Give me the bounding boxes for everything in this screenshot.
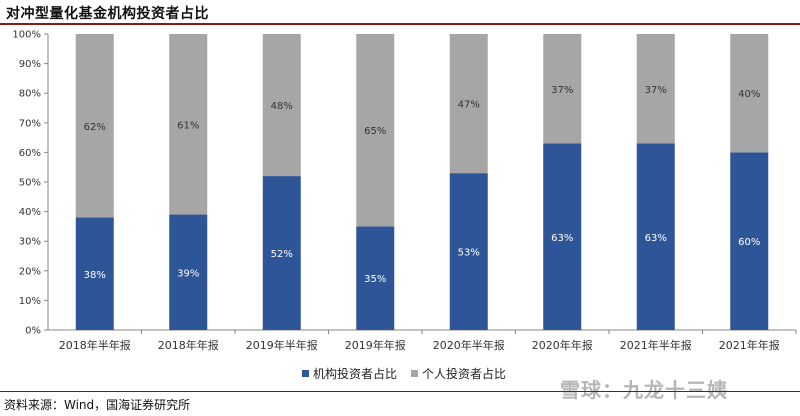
x-category-label: 2018年年报: [158, 338, 219, 352]
data-label: 35%: [364, 274, 386, 285]
bar-segment: [169, 34, 208, 215]
legend-label: 个人投资者占比: [422, 366, 506, 381]
bar-segment: [356, 226, 395, 330]
watermark-text: 雪球：九龙十三姨: [560, 378, 728, 402]
x-category-label: 2021年年报: [719, 338, 780, 352]
data-label: 48%: [271, 101, 293, 112]
data-label: 37%: [551, 85, 573, 96]
data-label: 61%: [177, 120, 199, 131]
x-category-label: 2021年半年报: [620, 338, 692, 352]
bar-segment: [449, 34, 488, 174]
footer-divider: [0, 391, 800, 392]
chart-title: 对冲型量化基金机构投资者占比: [6, 6, 209, 22]
bar-segment: [169, 214, 208, 330]
x-category-label: 2020年年报: [532, 338, 593, 352]
x-category-label: 2018年半年报: [59, 338, 131, 352]
y-tick-label: 20%: [19, 266, 41, 277]
data-label: 63%: [645, 233, 667, 244]
x-category-label: 2019年年报: [345, 338, 406, 352]
bar-segment: [636, 34, 675, 144]
data-label: 65%: [364, 126, 386, 137]
data-label: 39%: [177, 268, 199, 279]
x-category-label: 2020年半年报: [433, 338, 505, 352]
bar-segment: [543, 34, 582, 144]
y-tick-label: 40%: [19, 207, 41, 218]
data-label: 63%: [551, 233, 573, 244]
legend-label: 机构投资者占比: [313, 366, 397, 381]
bar-segment: [636, 143, 675, 330]
data-label: 53%: [458, 248, 480, 259]
source-note: 资料来源：Wind，国海证券研究所: [4, 398, 191, 412]
y-tick-label: 80%: [19, 89, 41, 100]
legend-swatch: [411, 370, 418, 377]
stacked-bar-chart: 0% 10% 20% 30% 40% 50% 60% 70% 80% 90% 100% 38% 62% 2…: [12, 30, 797, 381]
y-tick-label: 10%: [19, 296, 41, 307]
data-label: 62%: [84, 122, 106, 133]
bar-segment: [730, 34, 769, 153]
data-label: 37%: [645, 85, 667, 96]
legend-swatch: [302, 370, 309, 377]
bar-segment: [75, 217, 114, 330]
y-tick-label: 90%: [19, 59, 41, 70]
y-tick-label: 0%: [25, 326, 41, 337]
data-label: 40%: [738, 89, 760, 100]
bar-segment: [356, 34, 395, 227]
data-label: 60%: [738, 237, 760, 248]
data-label: 47%: [458, 100, 480, 111]
bar-segment: [449, 173, 488, 330]
y-tick-label: 60%: [19, 148, 41, 159]
y-tick-label: 50%: [19, 178, 41, 189]
y-tick-label: 100%: [12, 30, 41, 41]
bar-segment: [543, 143, 582, 330]
bar-segment: [75, 34, 114, 218]
y-tick-label: 70%: [19, 118, 41, 129]
bar-segment: [262, 176, 301, 330]
bar-segment: [262, 34, 301, 177]
data-label: 38%: [84, 270, 106, 281]
bar-segment: [730, 152, 769, 330]
data-label: 52%: [271, 249, 293, 260]
title-divider: [0, 23, 800, 25]
x-category-label: 2019年半年报: [246, 338, 318, 352]
y-tick-label: 30%: [19, 237, 41, 248]
